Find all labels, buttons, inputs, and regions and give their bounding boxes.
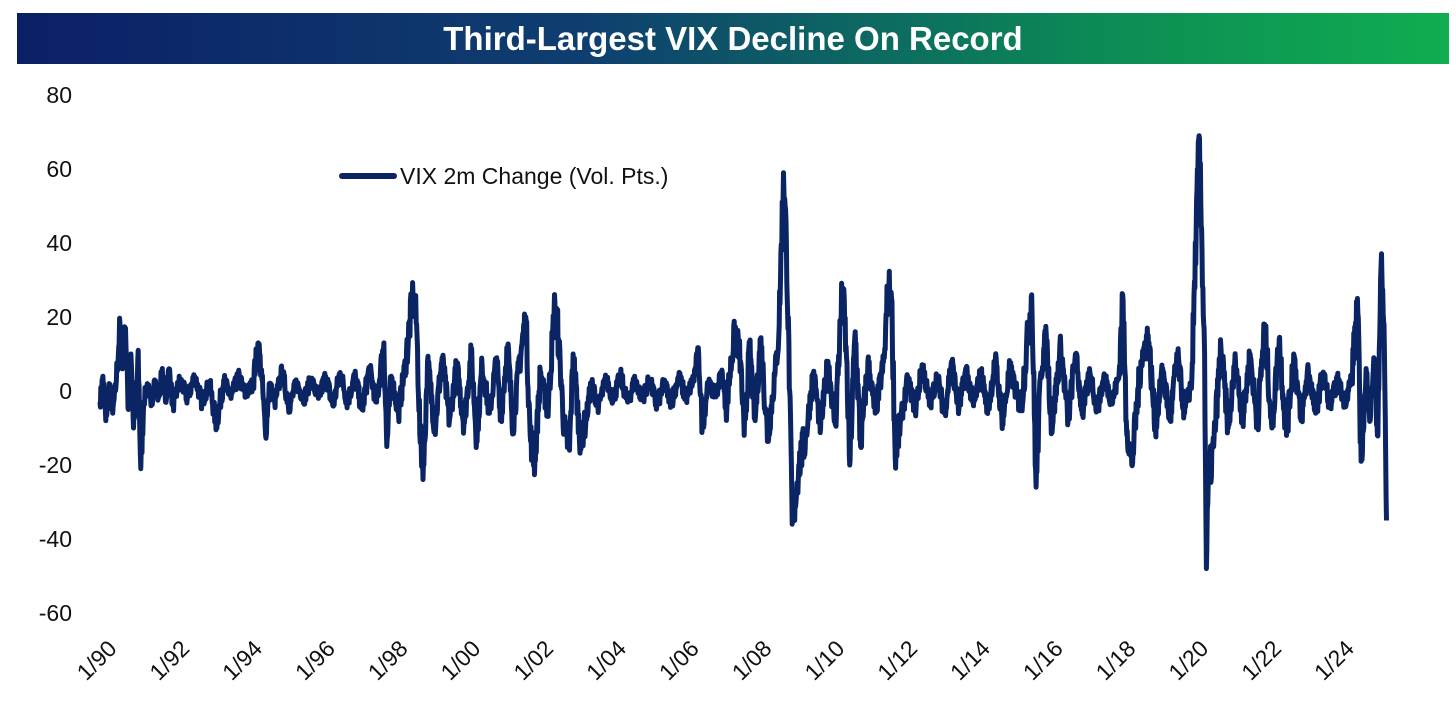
y-axis: 80 60 40 20 0 -20 -40 -60: [39, 82, 72, 626]
x-tick-label: 1/90: [71, 635, 121, 685]
chart-title-banner: Third-Largest VIX Decline On Record: [17, 13, 1449, 64]
x-tick-label: 1/96: [290, 635, 340, 685]
x-tick-label: 1/18: [1091, 635, 1141, 685]
legend-label: VIX 2m Change (Vol. Pts.): [400, 163, 668, 189]
y-tick-label: 80: [46, 82, 72, 108]
y-tick-label: -20: [39, 452, 72, 478]
x-tick-label: 1/02: [508, 635, 558, 685]
y-tick-label: 60: [46, 156, 72, 182]
x-tick-label: 1/22: [1236, 635, 1286, 685]
y-tick-label: 40: [46, 230, 72, 256]
x-tick-label: 1/98: [363, 635, 413, 685]
x-tick-label: 1/12: [872, 635, 922, 685]
x-tick-label: 1/92: [144, 635, 194, 685]
x-tick-label: 1/16: [1018, 635, 1068, 685]
x-tick-label: 1/00: [435, 635, 485, 685]
x-tick-label: 1/14: [945, 635, 995, 685]
x-tick-label: 1/06: [654, 635, 704, 685]
y-tick-label: -40: [39, 526, 72, 552]
y-tick-label: 20: [46, 304, 72, 330]
x-tick-label: 1/94: [217, 635, 267, 685]
x-tick-label: 1/10: [799, 635, 849, 685]
x-axis: 1/90 1/92 1/94 1/96 1/98 1/00 1/02 1/04 1/06 1/08…: [71, 635, 1359, 685]
x-tick-label: 1/04: [581, 635, 631, 685]
legend: VIX 2m Change (Vol. Pts.): [339, 163, 668, 189]
series-line-vix-2m-change: [97, 133, 1389, 572]
x-tick-label: 1/24: [1309, 635, 1359, 685]
series-layer: [97, 133, 1389, 572]
y-tick-label: 0: [59, 378, 72, 404]
x-tick-label: 1/08: [727, 635, 777, 685]
x-tick-label: 1/20: [1163, 635, 1213, 685]
y-tick-label: -60: [39, 600, 72, 626]
chart-title: Third-Largest VIX Decline On Record: [443, 19, 1023, 57]
